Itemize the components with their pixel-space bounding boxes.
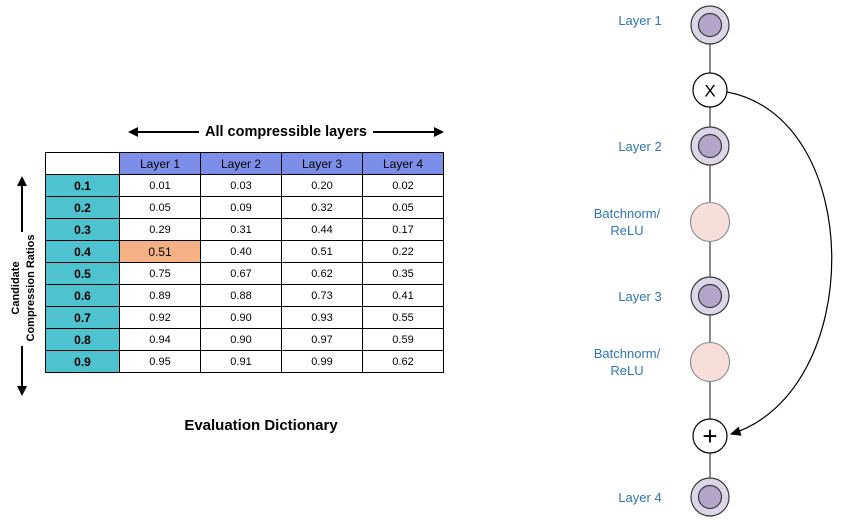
up-arrow-icon xyxy=(17,176,27,232)
table-row: 0.9 0.95 0.91 0.99 0.62 xyxy=(45,350,444,373)
batchnorm2-node xyxy=(689,341,731,383)
value-cell: 0.22 xyxy=(362,240,444,263)
ratio-cell: 0.6 xyxy=(45,284,120,307)
value-cell: 0.32 xyxy=(281,196,363,219)
column-header: Layer 3 xyxy=(281,152,363,175)
column-header: Layer 2 xyxy=(200,152,282,175)
left-arrow-icon xyxy=(128,121,199,143)
value-cell: 0.55 xyxy=(362,306,444,329)
compressible-layers-label: All compressible layers xyxy=(205,124,367,140)
column-header: Layer 1 xyxy=(119,152,201,175)
ratio-cell: 0.5 xyxy=(45,262,120,285)
table-header-row: Layer 1 Layer 2 Layer 3 Layer 4 xyxy=(45,152,444,175)
table-row: 0.3 0.29 0.31 0.44 0.17 xyxy=(45,218,444,241)
batchnorm2-label: Batchnorm/ ReLU xyxy=(562,345,692,379)
multiply-node: X xyxy=(692,72,728,108)
left-arrowhead-icon xyxy=(128,127,138,137)
ratio-cell: 0.7 xyxy=(45,306,120,329)
layer1-node xyxy=(690,5,730,45)
up-arrowhead-icon xyxy=(17,176,27,186)
layer3-label: Layer 3 xyxy=(618,289,662,304)
right-arrow-icon xyxy=(373,121,444,143)
multiply-symbol: X xyxy=(704,82,715,101)
batchnorm1-label: Batchnorm/ ReLU xyxy=(562,205,692,239)
batchnorm1-label-line2: ReLU xyxy=(610,223,644,238)
value-cell: 0.51 xyxy=(119,240,201,263)
ratio-cell: 0.4 xyxy=(45,240,120,263)
batchnorm2-label-line1: Batchnorm/ xyxy=(593,346,661,361)
layer1-label: Layer 1 xyxy=(618,13,662,28)
table-row: 0.7 0.92 0.90 0.93 0.55 xyxy=(45,306,444,329)
value-cell: 0.99 xyxy=(281,350,363,373)
table-row: 0.1 0.01 0.03 0.20 0.02 xyxy=(45,174,444,197)
table-body: 0.1 0.01 0.03 0.20 0.02 0.2 0.05 0.09 0.32 0.05 0.… xyxy=(45,174,444,373)
right-arrowhead-icon xyxy=(434,127,444,137)
top-arrow-header: All compressible layers xyxy=(128,121,444,143)
down-arrow-shaft xyxy=(21,346,23,386)
down-arrow-icon xyxy=(17,346,27,396)
left-arrow-shaft xyxy=(138,131,199,133)
ratio-cell: 0.1 xyxy=(45,174,120,197)
batchnorm1-node xyxy=(689,201,731,243)
add-node: + xyxy=(692,418,728,454)
value-cell: 0.09 xyxy=(200,196,282,219)
evaluation-table: Layer 1 Layer 2 Layer 3 Layer 4 0.1 0.01 0.03… xyxy=(45,152,444,373)
ratio-cell: 0.8 xyxy=(45,328,120,351)
value-cell: 0.62 xyxy=(281,262,363,285)
value-cell: 0.41 xyxy=(362,284,444,307)
layer3-node xyxy=(690,276,730,316)
layer4-node xyxy=(690,477,730,517)
up-arrow-shaft xyxy=(21,186,23,232)
layer2-label: Layer 2 xyxy=(618,139,662,154)
table-row: 0.8 0.94 0.90 0.97 0.59 xyxy=(45,328,444,351)
skip-connection-arrow xyxy=(726,91,833,436)
ratio-cell: 0.9 xyxy=(45,350,120,373)
ratio-cell: 0.3 xyxy=(45,218,120,241)
value-cell: 0.05 xyxy=(119,196,201,219)
right-arrow-shaft xyxy=(373,131,434,133)
layer2-node xyxy=(690,126,730,166)
value-cell: 0.91 xyxy=(200,350,282,373)
add-symbol: + xyxy=(702,421,717,451)
layer4-label: Layer 4 xyxy=(618,490,662,505)
table-row: 0.5 0.75 0.67 0.62 0.35 xyxy=(45,262,444,285)
value-cell: 0.62 xyxy=(362,350,444,373)
table-row: 0.6 0.89 0.88 0.73 0.41 xyxy=(45,284,444,307)
batchnorm2-label-line2: ReLU xyxy=(610,363,644,378)
batchnorm1-label-line1: Batchnorm/ xyxy=(593,206,661,221)
value-cell: 0.44 xyxy=(281,218,363,241)
down-arrowhead-icon xyxy=(17,386,27,396)
table-caption: Evaluation Dictionary xyxy=(184,417,338,434)
table-row: 0.4 0.51 0.40 0.51 0.22 xyxy=(45,240,444,263)
